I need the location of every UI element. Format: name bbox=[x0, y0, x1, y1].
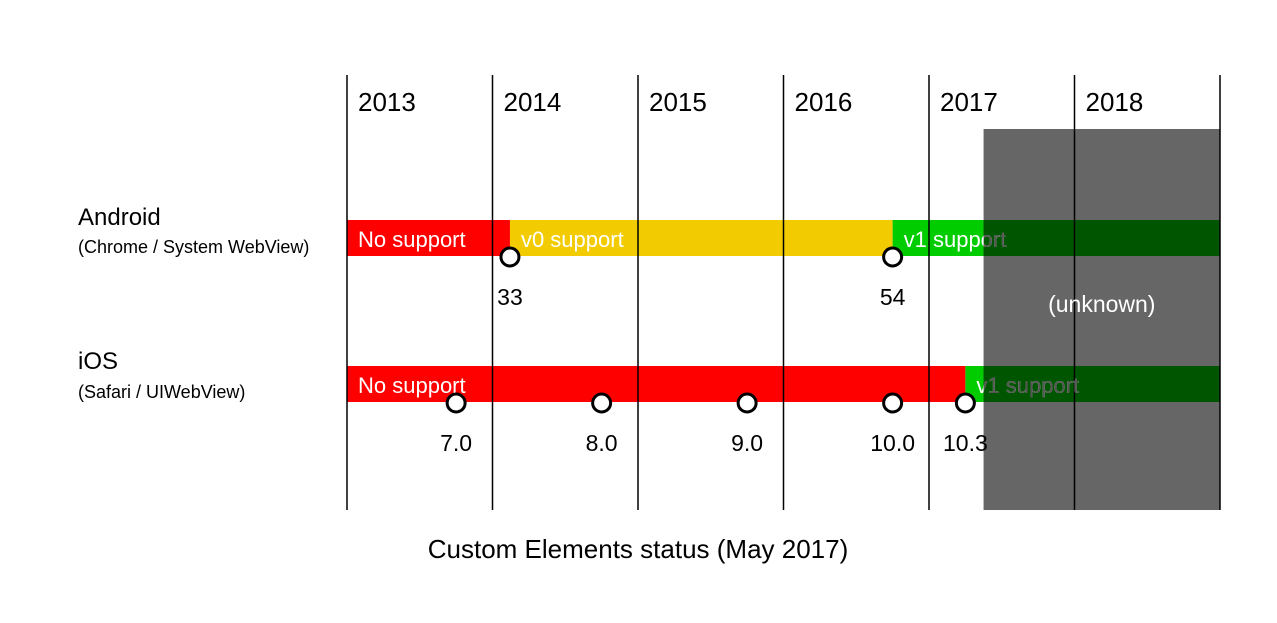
release-label: 33 bbox=[497, 284, 523, 310]
release-marker bbox=[882, 246, 904, 268]
platform-subtitle-ios: (Safari / UIWebView) bbox=[78, 382, 246, 402]
unknown-label: (unknown) bbox=[1048, 291, 1155, 317]
segment-label: No support bbox=[358, 227, 466, 252]
segment-shaded-1-1 bbox=[983, 366, 1220, 402]
release-marker bbox=[445, 392, 467, 414]
segment-0-0 bbox=[347, 220, 510, 256]
segment-label: No support bbox=[358, 373, 466, 398]
release-label: 10.0 bbox=[870, 430, 915, 456]
year-label: 2015 bbox=[649, 87, 707, 117]
release-marker bbox=[736, 392, 758, 414]
platform-subtitle-android: (Chrome / System WebView) bbox=[78, 237, 310, 257]
segment-label: v1 support bbox=[976, 373, 1079, 398]
segment-0-1 bbox=[509, 220, 893, 256]
year-label: 2013 bbox=[358, 87, 416, 117]
release-label: 54 bbox=[880, 284, 906, 310]
segment-label: v1 support bbox=[904, 227, 1007, 252]
segment-shaded-0-2 bbox=[983, 220, 1220, 256]
platform-label-ios: iOS bbox=[78, 348, 119, 375]
platform-label-android: Android bbox=[78, 204, 161, 231]
release-label: 9.0 bbox=[731, 430, 763, 456]
release-marker bbox=[954, 392, 976, 414]
unknown-region bbox=[983, 129, 1220, 510]
segment-label-shaded: v1 support bbox=[976, 373, 1079, 398]
release-marker bbox=[882, 392, 904, 414]
chart-title: Custom Elements status (May 2017) bbox=[428, 534, 849, 564]
segment-label: v0 support bbox=[521, 227, 624, 252]
year-label: 2018 bbox=[1086, 87, 1144, 117]
release-label: 10.3 bbox=[943, 430, 988, 456]
year-label: 2017 bbox=[940, 87, 998, 117]
segment-label-shaded: v1 support bbox=[904, 227, 1007, 252]
release-marker bbox=[499, 246, 521, 268]
release-label: 7.0 bbox=[440, 430, 472, 456]
release-label: 8.0 bbox=[586, 430, 618, 456]
year-label: 2016 bbox=[795, 87, 853, 117]
year-label: 2014 bbox=[504, 87, 562, 117]
release-marker bbox=[591, 392, 613, 414]
